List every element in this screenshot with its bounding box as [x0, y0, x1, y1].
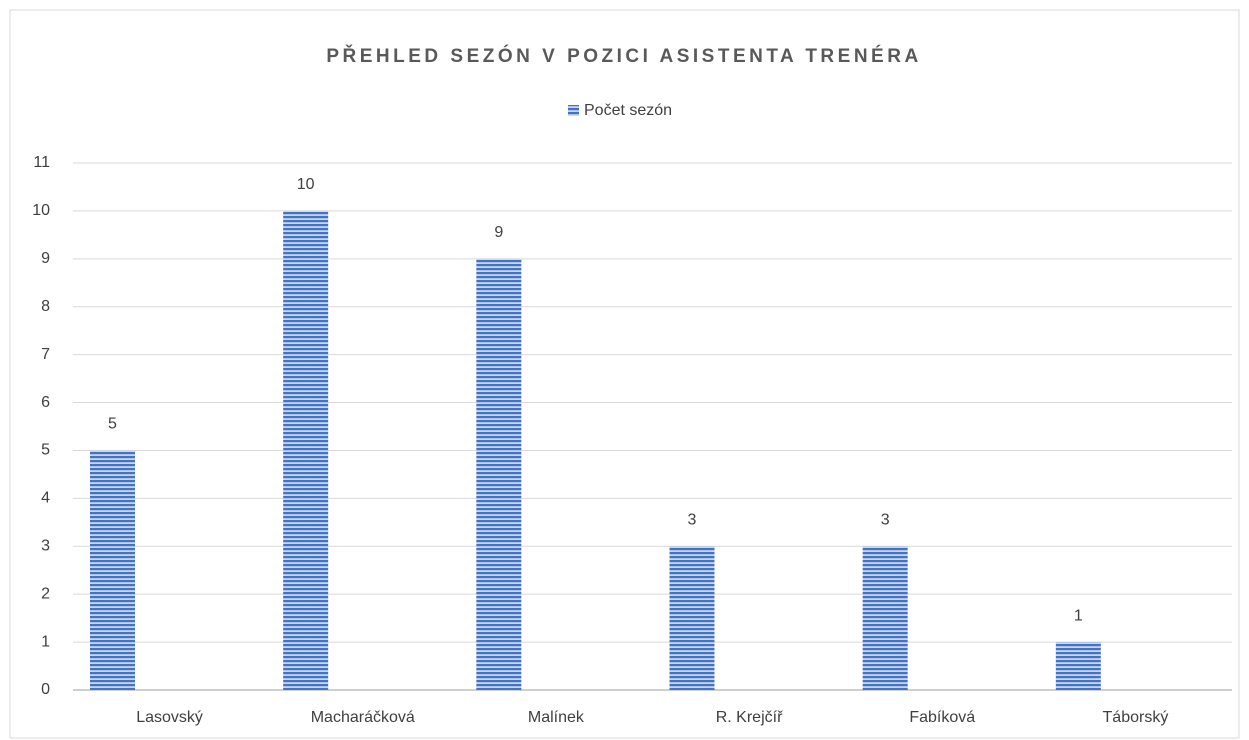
x-tick-label: Malínek [528, 709, 585, 726]
x-tick-label: R. Krejčíř [716, 709, 783, 726]
y-tick-label: 9 [41, 250, 50, 267]
data-label: 3 [688, 511, 697, 528]
x-tick-label: Macharáčková [311, 709, 415, 726]
x-tick-label: Lasovský [136, 709, 203, 726]
y-tick-label: 8 [41, 298, 50, 315]
bar [90, 450, 135, 690]
data-label: 10 [297, 176, 315, 193]
y-tick-label: 5 [41, 442, 50, 459]
bar [669, 546, 715, 690]
data-label: 9 [494, 224, 503, 241]
y-tick-label: 7 [41, 346, 50, 363]
y-tick-label: 4 [41, 490, 50, 507]
legend-swatch [568, 105, 579, 116]
bar [283, 210, 329, 690]
y-tick-label: 6 [41, 394, 50, 411]
y-tick-label: 10 [32, 202, 50, 219]
data-label: 1 [1074, 607, 1083, 624]
y-tick-label: 0 [41, 681, 50, 698]
chart-border [9, 9, 1240, 739]
bar [862, 546, 908, 690]
y-tick-label: 11 [33, 154, 50, 171]
legend-label: Počet sezón [584, 102, 672, 119]
x-tick-label: Fabíková [909, 709, 975, 726]
data-label: 5 [108, 416, 117, 433]
data-label: 3 [881, 511, 890, 528]
y-tick-label: 2 [41, 585, 50, 602]
x-tick-label: Táborský [1103, 709, 1169, 726]
y-tick-label: 3 [41, 537, 50, 554]
bar [476, 258, 522, 690]
bar [1055, 642, 1101, 690]
chart-title: PŘEHLED SEZÓN V POZICI ASISTENTA TRENÉRA [326, 45, 921, 67]
y-tick-label: 1 [41, 633, 50, 650]
